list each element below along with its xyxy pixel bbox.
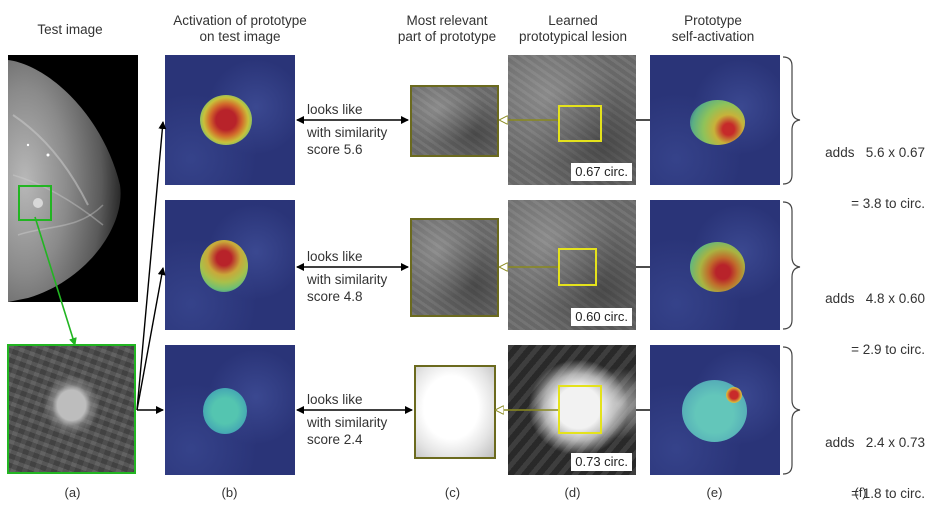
header-self-line1: Prototype (684, 13, 742, 28)
prototype-highlight-row2 (558, 248, 597, 286)
header-relevant-line1: Most relevant (406, 13, 488, 28)
looks-like-row3: looks like (307, 392, 363, 407)
header-self-activation: Prototype self-activation (643, 13, 783, 45)
score-value-row2: score 4.8 (307, 289, 363, 304)
contribution-formula-row3: adds 2.4 x 0.73 (825, 435, 925, 450)
panel-label-e: (e) (706, 485, 723, 500)
header-learned-line2: prototypical lesion (518, 29, 628, 44)
looks-like-row1: looks like (307, 102, 363, 117)
score-text-row3: looks like with similarity score 2.4 (307, 391, 387, 448)
prototype-circ-label-row1: 0.67 circ. (571, 163, 632, 181)
header-learned: Learned prototypical lesion (503, 13, 643, 45)
activation-map-row2 (165, 200, 295, 330)
prototype-image-row2: 0.60 circ. (508, 200, 636, 330)
activation-map-row3 (165, 345, 295, 475)
contribution-formula-row2: adds 4.8 x 0.60 (825, 291, 925, 306)
header-activation-line2: on test image (199, 29, 281, 44)
panel-label-c: (c) (444, 485, 461, 500)
looks-like-row2: looks like (307, 249, 363, 264)
activation-map-row1 (165, 55, 295, 185)
relevant-patch-row1 (410, 85, 499, 157)
score-value-row1: score 5.6 (307, 142, 363, 157)
zoom-arrow (34, 216, 77, 346)
header-test-image: Test image (15, 22, 125, 38)
prototype-circ-label-row3: 0.73 circ. (571, 453, 632, 471)
prototype-image-row3: 0.73 circ. (508, 345, 636, 475)
test-image-mammogram (8, 55, 138, 302)
header-test-image-text: Test image (37, 22, 103, 37)
relevant-patch-row2 (410, 218, 499, 317)
with-similarity-row2: with similarity (307, 272, 388, 287)
contribution-row1: adds 5.6 x 0.67 = 3.8 to circ. (800, 110, 925, 229)
brace-row1 (782, 56, 801, 185)
panel-label-f: (f) (854, 485, 867, 500)
activation-blob-row2 (200, 240, 248, 292)
relevant-patch-row3 (414, 365, 496, 459)
activation-blob-row1 (200, 95, 252, 145)
header-self-line2: self-activation (671, 29, 755, 44)
with-similarity-row1: with similarity (307, 125, 388, 140)
panel-label-b: (b) (221, 485, 238, 500)
score-text-row2: looks like with similarity score 4.8 (307, 248, 387, 305)
header-relevant-line2: part of prototype (397, 29, 497, 44)
panel-label-a: (a) (64, 485, 81, 500)
brace-row2 (782, 201, 801, 330)
brace-row3 (782, 346, 801, 475)
contribution-result-row1: = 3.8 to circ. (851, 196, 925, 211)
activation-blob-row3 (203, 388, 247, 434)
mammogram-drawing (8, 60, 121, 302)
fan-arrow-row1 (136, 121, 167, 411)
prototype-circ-label-row2: 0.60 circ. (571, 308, 632, 326)
contribution-result-row3: = 1.8 to circ. (851, 486, 925, 501)
header-learned-line1: Learned (548, 13, 598, 28)
score-text-row1: looks like with similarity score 5.6 (307, 101, 387, 158)
test-image-zoomed-patch (7, 344, 136, 474)
header-activation-line1: Activation of prototype (173, 13, 307, 28)
self-activation-row3 (650, 345, 780, 475)
header-activation: Activation of prototype on test image (140, 13, 340, 45)
header-relevant: Most relevant part of prototype (377, 13, 517, 45)
contribution-row2: adds 4.8 x 0.60 = 2.9 to circ. (800, 256, 925, 375)
test-image-zoom-box (18, 185, 52, 221)
prototype-highlight-row3 (558, 385, 602, 434)
self-activation-row1 (650, 55, 780, 185)
contribution-formula-row1: adds 5.6 x 0.67 (825, 145, 925, 160)
with-similarity-row3: with similarity (307, 415, 388, 430)
contribution-row3: adds 2.4 x 0.73 = 1.8 to circ. (800, 400, 925, 519)
self-activation-hotspot-row3 (726, 387, 742, 403)
connector-layer (34, 56, 801, 475)
fan-arrow-row2 (136, 267, 166, 411)
score-value-row3: score 2.4 (307, 432, 363, 447)
prototype-highlight-row1 (558, 105, 602, 142)
self-activation-row2 (650, 200, 780, 330)
self-activation-blob-row2 (690, 242, 745, 292)
contribution-result-row2: = 2.9 to circ. (851, 342, 925, 357)
panel-label-d: (d) (564, 485, 581, 500)
self-activation-blob-row1 (690, 100, 745, 145)
